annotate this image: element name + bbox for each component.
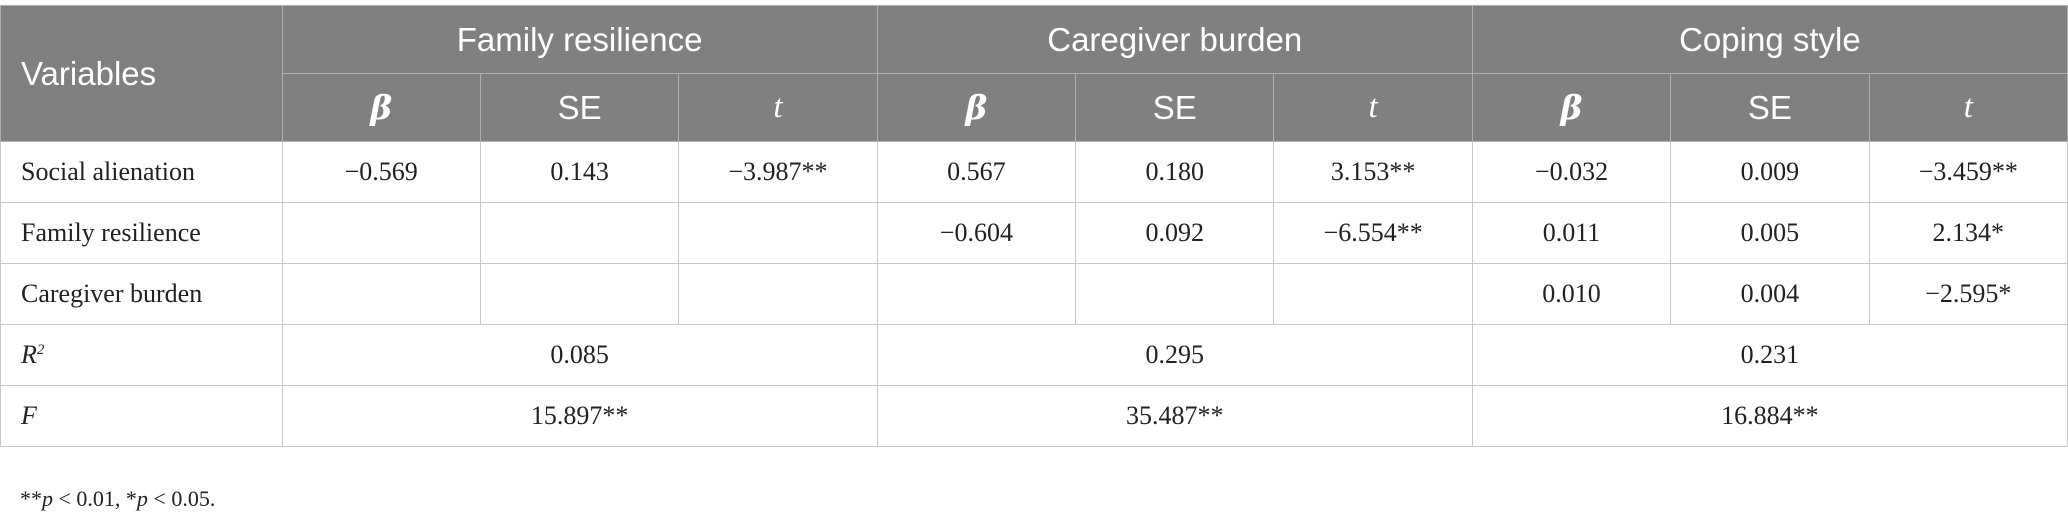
- table-cell: 3.153**: [1273, 141, 1473, 203]
- header-group-coping-style: Coping style: [1471, 5, 2068, 74]
- header-se: SE: [479, 73, 680, 142]
- table-cell: [1273, 263, 1473, 325]
- table-cell: −0.569: [281, 141, 481, 203]
- table-cell: 0.005: [1670, 202, 1870, 264]
- table-row-family-resilience: Family resilience −0.604 0.092 −6.554** …: [0, 202, 2068, 264]
- table-cell: 0.011: [1471, 202, 1672, 264]
- table-cell: 0.567: [876, 141, 1077, 203]
- table-cell: [281, 202, 481, 264]
- table-cell: [1075, 263, 1275, 325]
- header-beta: β: [876, 73, 1077, 142]
- table-cell: −0.604: [876, 202, 1077, 264]
- table-cell: −6.554**: [1273, 202, 1473, 264]
- header-variables: Variables: [0, 5, 283, 142]
- table-cell: [678, 263, 878, 325]
- table-row-r-squared: R2 0.085 0.295 0.231: [0, 324, 2068, 386]
- table-cell: 0.143: [479, 141, 680, 203]
- r2-family-resilience: 0.085: [281, 324, 878, 386]
- f-coping-style: 16.884**: [1471, 385, 2068, 447]
- table-cell: −0.032: [1471, 141, 1672, 203]
- row-label: Family resilience: [0, 202, 283, 264]
- f-caregiver-burden: 35.487**: [876, 385, 1473, 447]
- header-row-groups: Variables Family resilience Caregiver bu…: [0, 5, 2068, 142]
- table-cell: 0.004: [1670, 263, 1870, 325]
- r-superscript: 2: [36, 342, 45, 358]
- header-se: SE: [1670, 73, 1870, 142]
- table-cell: 2.134*: [1868, 202, 2068, 264]
- table-cell: [876, 263, 1077, 325]
- table-cell: [479, 202, 680, 264]
- table-row-f: F 15.897** 35.487** 16.884**: [0, 385, 2068, 447]
- header-row-stats: β SE t β SE t β SE t: [1, 73, 2068, 142]
- table-cell: [281, 263, 481, 325]
- row-label: Social alienation: [0, 141, 283, 203]
- table-cell: −3.987**: [678, 141, 878, 203]
- table-footnote: **p < 0.01, *p < 0.05.: [20, 486, 216, 511]
- header-t: t: [1273, 73, 1473, 142]
- table-cell: −2.595*: [1868, 263, 2068, 325]
- r-label: R: [21, 340, 37, 369]
- header-beta: β: [1471, 73, 1672, 142]
- table-cell: [678, 202, 878, 264]
- header-group-caregiver-burden: Caregiver burden: [876, 5, 1473, 74]
- row-label-f: F: [0, 385, 283, 447]
- table-cell: −3.459**: [1868, 141, 2068, 203]
- row-label: Caregiver burden: [0, 263, 283, 325]
- table-cell: [479, 263, 680, 325]
- table-cell: 0.180: [1075, 141, 1275, 203]
- table-row-caregiver-burden: Caregiver burden 0.010 0.004 −2.595*: [0, 263, 2068, 325]
- f-family-resilience: 15.897**: [281, 385, 878, 447]
- r2-caregiver-burden: 0.295: [876, 324, 1473, 386]
- header-group-family-resilience: Family resilience: [281, 5, 878, 74]
- header-beta: β: [281, 73, 481, 142]
- table-cell: 0.010: [1471, 263, 1672, 325]
- header-t: t: [1868, 73, 2068, 142]
- header-se: SE: [1075, 73, 1275, 142]
- table-cell: 0.092: [1075, 202, 1275, 264]
- regression-table: Variables Family resilience Caregiver bu…: [0, 5, 2068, 447]
- table-cell: 0.009: [1670, 141, 1870, 203]
- header-t: t: [678, 73, 878, 142]
- row-label-r-squared: R2: [0, 324, 283, 386]
- r2-coping-style: 0.231: [1471, 324, 2068, 386]
- table-row-social-alienation: Social alienation −0.569 0.143 −3.987** …: [0, 141, 2068, 203]
